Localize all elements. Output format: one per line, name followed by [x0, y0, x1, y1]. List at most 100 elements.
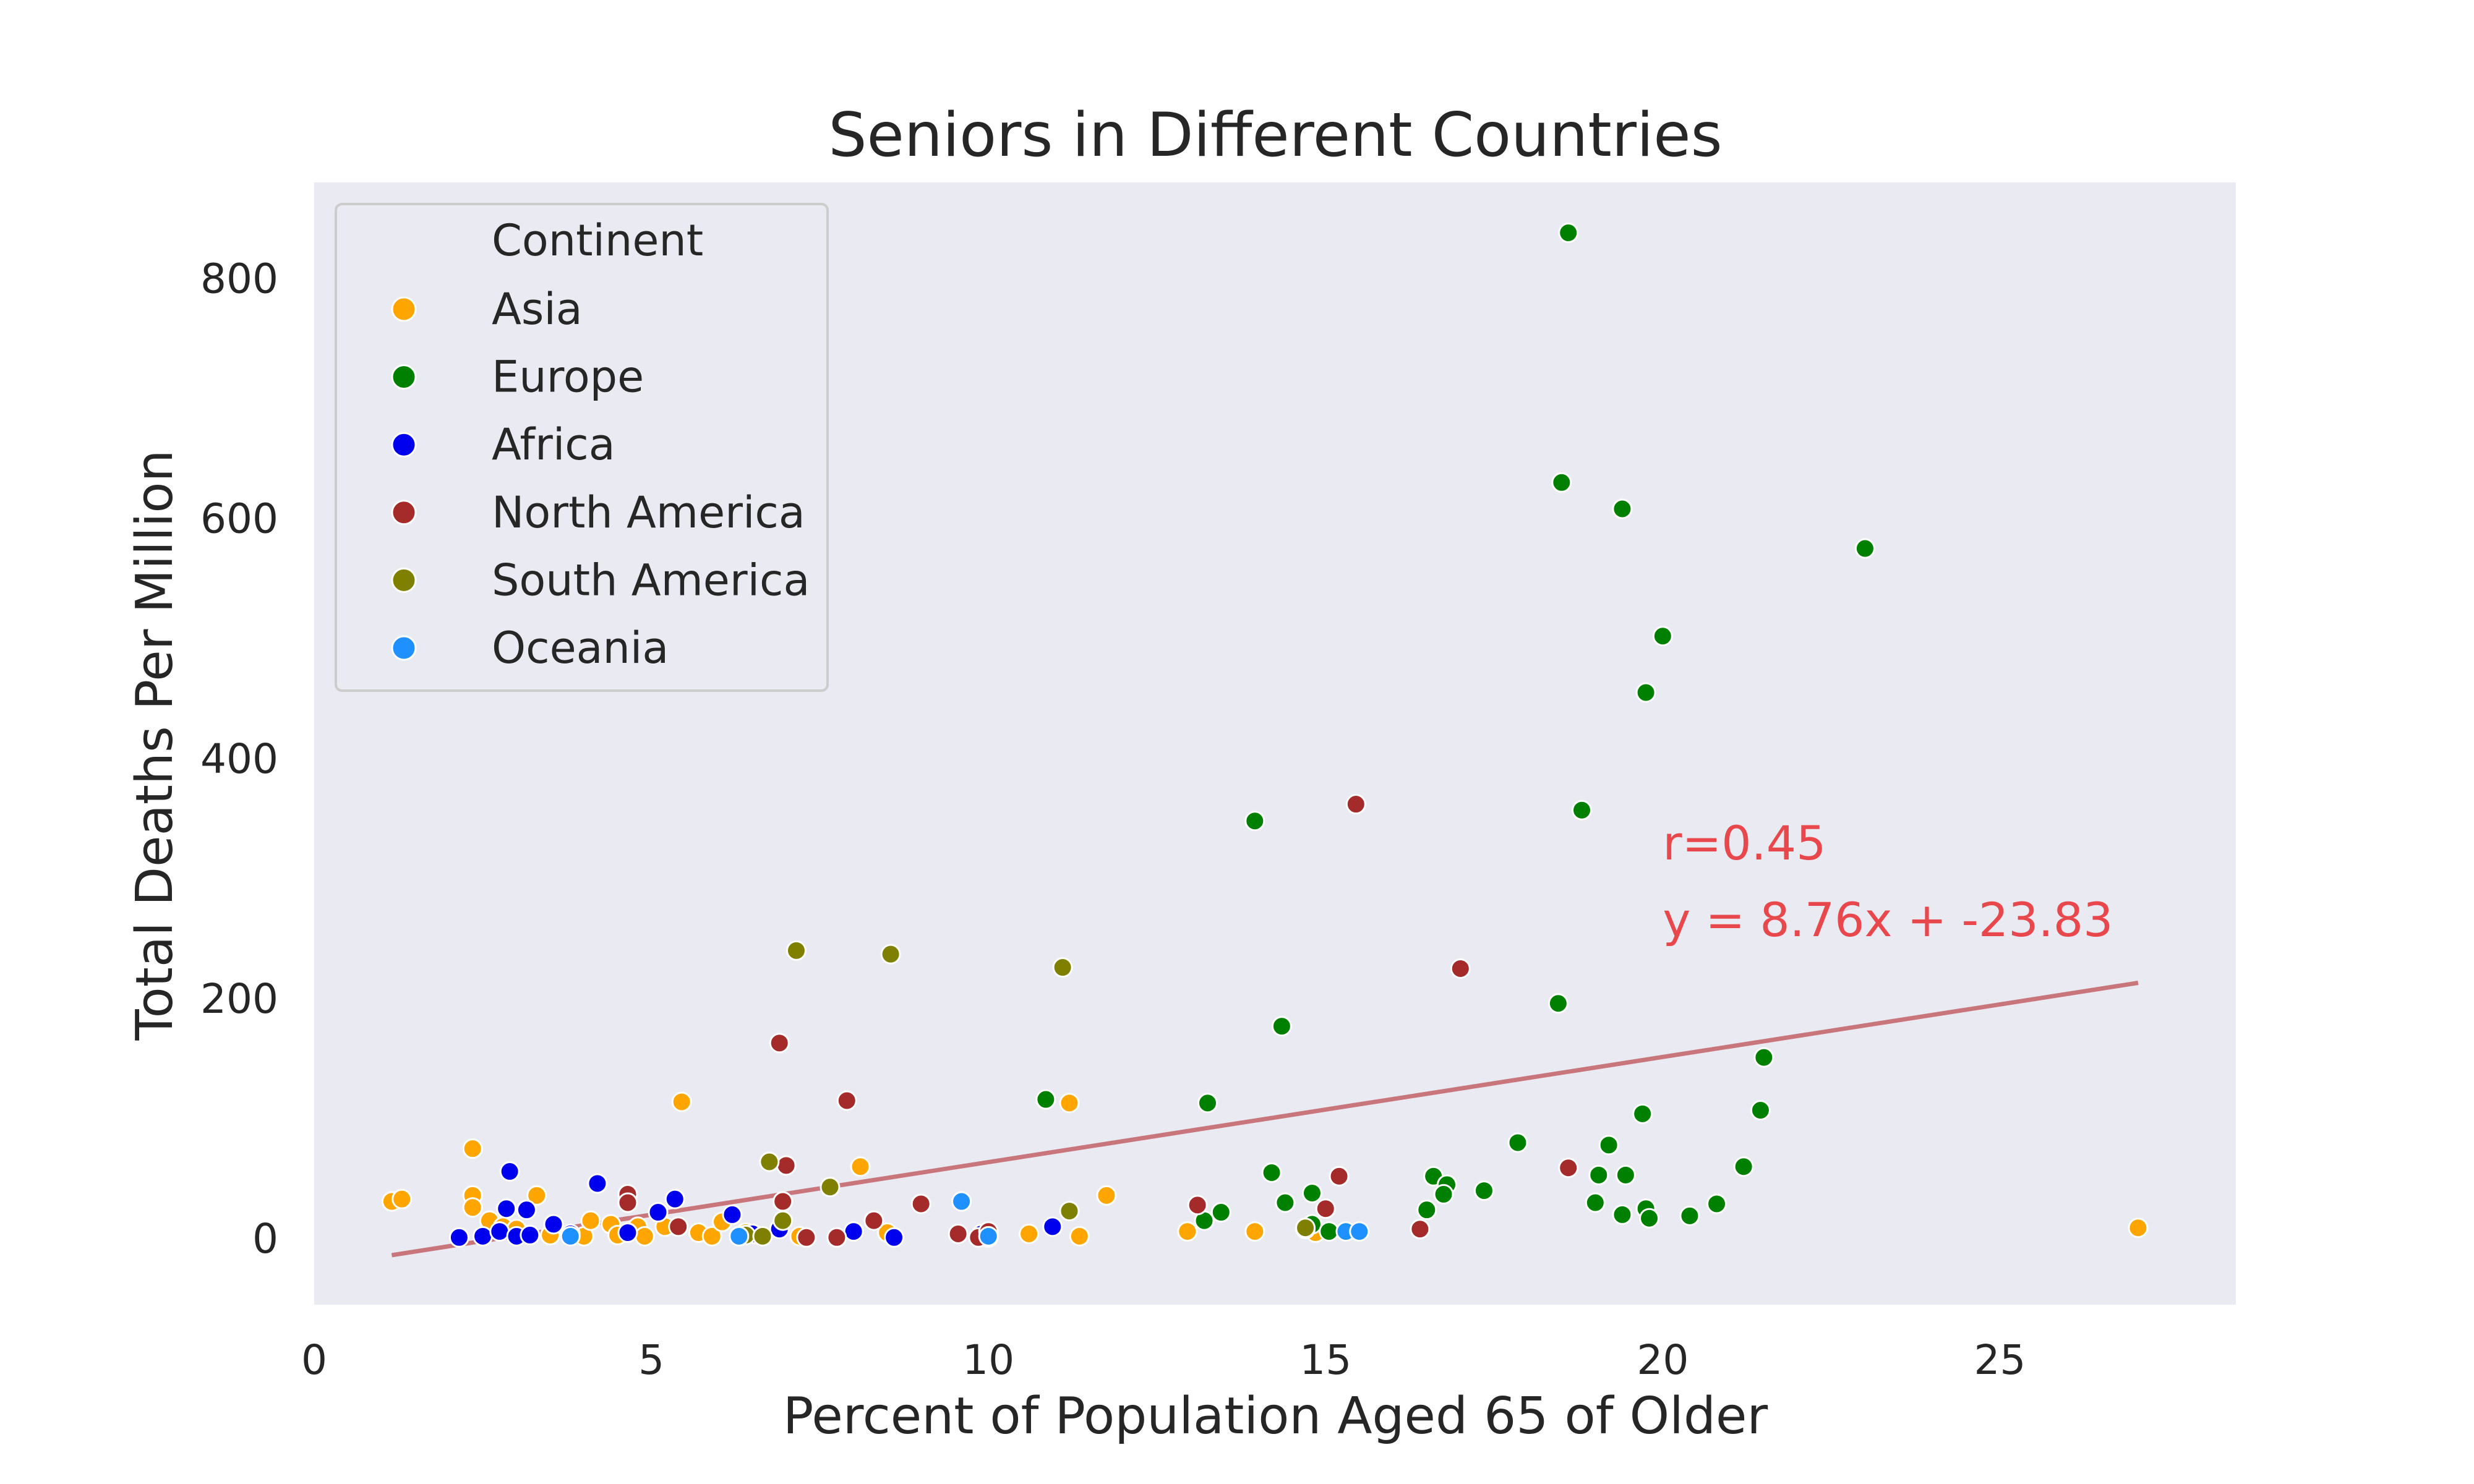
data-point-europe [1473, 1180, 1494, 1201]
data-point-africa [722, 1204, 743, 1225]
data-point-north-america [1187, 1195, 1208, 1216]
data-point-north-america [773, 1191, 794, 1212]
data-point-asia [850, 1156, 871, 1177]
data-point-south-america [1059, 1201, 1080, 1222]
data-point-africa [648, 1202, 669, 1223]
data-point-oceania [978, 1226, 999, 1247]
legend-marker [391, 567, 417, 593]
data-point-europe [1035, 1089, 1056, 1110]
legend-marker [391, 296, 417, 322]
legend-box [335, 203, 829, 692]
data-point-africa [664, 1188, 685, 1209]
data-point-asia [634, 1226, 655, 1247]
data-point-europe [1612, 1204, 1633, 1225]
data-point-europe [1507, 1132, 1528, 1153]
data-point-north-america [1410, 1219, 1431, 1240]
legend-marker [391, 500, 417, 526]
annotation-text: y = 8.76x + -23.83 [1663, 892, 2113, 947]
data-point-south-america [880, 944, 901, 965]
data-point-asia [462, 1197, 483, 1218]
data-point-north-america [1450, 958, 1471, 979]
data-point-south-america [1295, 1217, 1316, 1239]
data-point-europe [1551, 472, 1572, 493]
data-point-north-america [826, 1227, 847, 1248]
data-point-europe [1598, 1135, 1619, 1156]
y-tick-label: 800 [200, 255, 278, 302]
axis-ticks: 0 5 10 15 20 25 0 200 400 600 800 [200, 255, 2026, 1384]
chart-title: Seniors in Different Countries [828, 100, 1722, 171]
legend-marker [391, 635, 417, 661]
annotation-text: r=0.45 [1663, 816, 1826, 871]
data-point-europe [1639, 1208, 1660, 1229]
data-point-asia [526, 1185, 547, 1206]
data-point-north-america [617, 1192, 638, 1213]
data-point-europe [1261, 1162, 1282, 1183]
legend-entry-label: North America [492, 487, 805, 538]
data-point-north-america [1558, 1158, 1579, 1179]
data-point-europe [1558, 223, 1579, 244]
data-point-europe [1615, 1164, 1636, 1185]
data-point-europe [1750, 1100, 1771, 1121]
data-point-north-america [1345, 794, 1366, 815]
data-point-asia [701, 1226, 722, 1247]
data-point-south-america [785, 940, 807, 961]
data-point-africa [473, 1226, 494, 1247]
data-point-north-america [776, 1155, 797, 1176]
data-point-europe [1275, 1192, 1296, 1213]
x-tick-label: 0 [301, 1336, 327, 1384]
data-point-asia [1069, 1226, 1090, 1247]
data-point-europe [1753, 1047, 1774, 1068]
data-point-north-america [1315, 1198, 1336, 1219]
data-point-south-america [759, 1151, 780, 1172]
data-point-europe [1733, 1156, 1754, 1177]
data-point-europe [1854, 538, 1875, 559]
data-point-europe [1585, 1192, 1606, 1213]
data-point-europe [1197, 1093, 1218, 1114]
x-tick-label: 20 [1637, 1336, 1689, 1384]
data-point-europe [1301, 1182, 1322, 1203]
legend-marker [391, 432, 417, 458]
x-tick-label: 10 [962, 1336, 1014, 1384]
data-point-asia [1177, 1221, 1198, 1242]
data-point-europe [1319, 1221, 1340, 1242]
data-point-north-america [863, 1210, 884, 1231]
data-point-asia [1059, 1093, 1080, 1114]
data-point-north-america [1329, 1166, 1350, 1187]
data-point-europe [1632, 1103, 1653, 1124]
data-point-europe [1210, 1202, 1231, 1223]
data-points [381, 223, 2149, 1248]
data-point-europe [1679, 1205, 1700, 1226]
data-point-north-america [668, 1216, 689, 1237]
y-tick-label: 200 [200, 975, 278, 1023]
data-point-europe [1433, 1183, 1454, 1205]
data-point-africa [489, 1221, 510, 1242]
y-tick-label: 600 [200, 495, 278, 543]
data-point-asia [1096, 1185, 1117, 1206]
data-point-north-america [796, 1227, 817, 1248]
data-point-north-america [836, 1090, 857, 1111]
data-point-oceania [951, 1191, 972, 1212]
x-axis-label: Percent of Population Aged 65 of Older [783, 1387, 1768, 1446]
data-point-oceania [729, 1226, 750, 1247]
annotations: r=0.45 y = 8.76x + -23.83 [1663, 816, 2113, 947]
legend: Continent Asia Europe Africa North America So… [335, 203, 829, 692]
data-point-africa [448, 1227, 469, 1248]
data-point-asia [2128, 1217, 2149, 1239]
trend-line [391, 981, 2139, 1258]
y-tick-label: 0 [252, 1215, 278, 1263]
x-tick-label: 15 [1299, 1336, 1351, 1384]
data-point-europe [1612, 498, 1633, 519]
data-point-south-america [752, 1226, 773, 1247]
legend-entry-label: Africa [492, 419, 615, 470]
data-point-south-america [820, 1177, 841, 1198]
data-point-africa [516, 1200, 537, 1221]
legend-marker [391, 364, 417, 390]
data-point-asia [392, 1188, 413, 1209]
trend-line-group [391, 981, 2139, 1258]
data-point-asia [462, 1138, 483, 1159]
data-point-oceania [1349, 1221, 1370, 1242]
data-point-africa [543, 1214, 564, 1235]
data-point-africa [1042, 1216, 1063, 1237]
x-tick-label: 25 [1974, 1336, 2026, 1384]
data-point-asia [1244, 1221, 1265, 1242]
